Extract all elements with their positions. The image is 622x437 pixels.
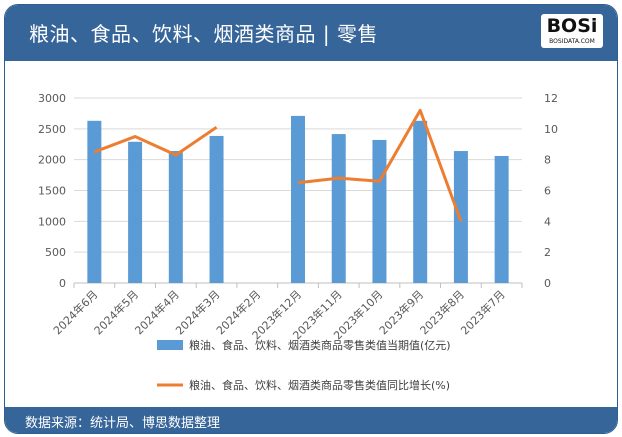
y-tick-right: 12 [544, 92, 558, 105]
bar [494, 155, 509, 283]
bar [209, 135, 224, 283]
line-series [297, 108, 463, 222]
bar [413, 120, 428, 283]
legend-label-line: 粮油、食品、饮料、烟酒类商品零售类值同比增长(%) [189, 378, 450, 392]
header: 粮油、食品、饮料、烟酒类商品 | 零售 BOSi BOSIDATA.COM [5, 5, 617, 61]
y-tick-right: 10 [544, 123, 558, 136]
chart: 0500100015002000250030000246810122024年6月… [38, 92, 558, 392]
x-tick-label: 2023年7月 [458, 287, 508, 337]
y-tick-right: 6 [544, 185, 551, 198]
legend-label-bar: 粮油、食品、饮料、烟酒类商品零售类值当期值(亿元) [189, 338, 451, 352]
logo: BOSi BOSIDATA.COM [541, 14, 603, 48]
bar [372, 139, 387, 283]
y-tick-right: 8 [544, 154, 551, 167]
y-tick-right: 2 [544, 246, 551, 259]
bar [87, 120, 102, 283]
line-series [93, 126, 218, 157]
page-title: 粮油、食品、饮料、烟酒类商品 | 零售 [29, 22, 378, 46]
y-tick-left: 500 [45, 246, 66, 259]
y-tick-right: 4 [544, 215, 551, 228]
y-tick-right: 0 [544, 277, 551, 290]
y-tick-left: 2500 [38, 123, 66, 136]
y-tick-left: 3000 [38, 92, 66, 105]
bar [331, 134, 346, 283]
bar [168, 151, 183, 283]
y-tick-left: 0 [59, 277, 66, 290]
footer: 数据来源：统计局、博思数据整理 [5, 407, 617, 433]
y-tick-left: 2000 [38, 154, 66, 167]
data-source: 数据来源：统计局、博思数据整理 [25, 416, 221, 431]
bar [128, 141, 143, 283]
y-tick-left: 1000 [38, 215, 66, 228]
chart-card: 粮油、食品、饮料、烟酒类商品 | 零售 BOSi BOSIDATA.COM 0 50… [4, 4, 618, 434]
legend-swatch-bar [157, 340, 183, 350]
bar [291, 115, 305, 283]
y-tick-left: 1500 [38, 185, 66, 198]
